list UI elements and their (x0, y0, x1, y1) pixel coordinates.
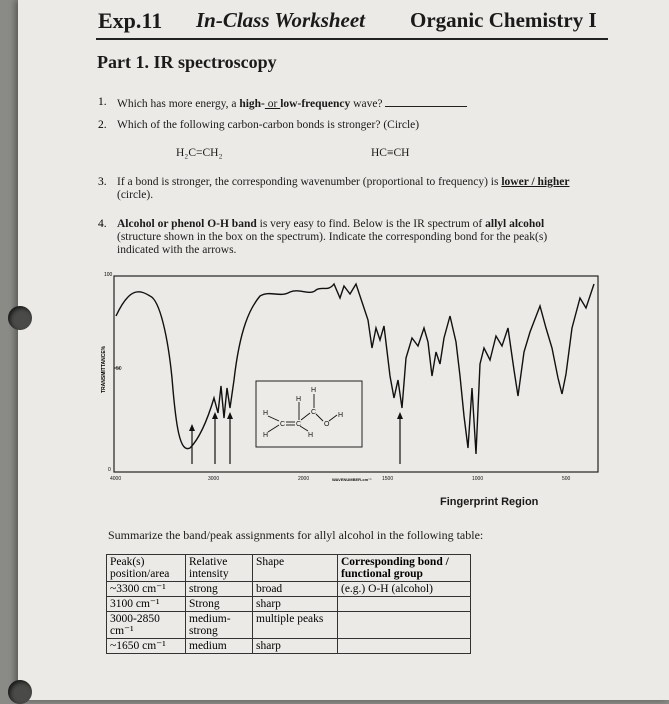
header-rule (96, 38, 608, 40)
atom-h: H (296, 396, 301, 403)
atom-h: H (263, 410, 268, 417)
table-cell: (e.g.) O-H (alcohol) (337, 581, 471, 597)
q3-text: If a bond is stronger, the corresponding… (117, 176, 607, 202)
table-row: ~1650 cm⁻¹ medium sharp (106, 638, 471, 654)
binder-hole (8, 680, 32, 704)
table-cell: sharp (252, 638, 338, 654)
q2-option-ethene[interactable]: H₂C=CH₂ (176, 147, 223, 159)
q3-line1: If a bond is stronger, the corresponding… (117, 176, 502, 188)
answer-cell[interactable] (337, 596, 471, 612)
q4-number: 4. (98, 218, 107, 230)
assignment-table: Peak(s) position/area Relative intensity… (106, 554, 471, 654)
x-tick-1500: 1500 (382, 476, 393, 482)
x-tick-2000: 2000 (298, 476, 309, 482)
atom-h: H (263, 432, 268, 439)
q1-low: low-frequency (280, 98, 351, 110)
x-tick-4000: 4000 (110, 476, 121, 482)
q1-text: Which has more energy, a high- or low-fr… (117, 96, 468, 111)
y-tick-50: 50 (116, 366, 122, 372)
peak-arrow-head (227, 412, 233, 419)
q4-allyl: allyl alcohol (485, 218, 545, 230)
table-cell: 3000-2850 cm⁻¹ (106, 611, 186, 639)
q3-line2: (circle). (117, 189, 154, 201)
table-row: ~3300 cm⁻¹ strong broad (e.g.) O-H (alco… (106, 581, 471, 597)
atom-c: C (296, 421, 301, 428)
q3-choice[interactable]: lower / higher (501, 176, 570, 188)
q4-line2: (structure shown in the box on the spect… (117, 231, 548, 243)
y-axis-label: TRANSMITTANCE% (101, 345, 107, 393)
q1-high: high- (239, 98, 265, 110)
q1-text-before: Which has more energy, a (117, 98, 240, 110)
q1-answer-blank[interactable] (385, 96, 468, 107)
spectrum-trace (115, 282, 595, 455)
header-cell: Relative intensity (185, 554, 253, 582)
q2-number: 2. (98, 119, 107, 131)
course-name: Organic Chemistry I (410, 8, 597, 32)
table-cell: strong (185, 581, 253, 597)
table-header-row: Peak(s) position/area Relative intensity… (106, 554, 471, 582)
table-cell: ~3300 cm⁻¹ (106, 581, 186, 597)
table-cell: broad (252, 581, 338, 597)
q1-number: 1. (98, 96, 107, 108)
header-cell: Corresponding bond / functional group (337, 554, 471, 582)
q4-text: Alcohol or phenol O-H band is very easy … (117, 218, 607, 257)
atom-o: O (324, 421, 330, 428)
ir-spectrum: 100 50 0 TRANSMITTANCE% H H H H H C C C … (101, 272, 599, 482)
q4-line1: is very easy to find. Below is the IR sp… (256, 218, 486, 230)
atom-h: H (311, 387, 316, 394)
spectrum-frame (113, 275, 599, 473)
part-title: Part 1. IR spectroscopy (97, 52, 277, 72)
q1-text-after: wave? (350, 98, 383, 110)
table-row: 3000-2850 cm⁻¹ medium-strong multiple pe… (106, 611, 471, 639)
q1-or: or (264, 98, 281, 110)
peak-arrow-head (397, 412, 403, 419)
q2-option-ethyne[interactable]: HC≡CH (371, 147, 410, 159)
q2-text: Which of the following carbon-carbon bon… (117, 119, 420, 131)
answer-cell[interactable] (337, 638, 471, 654)
structure-bonds (267, 394, 338, 433)
y-tick-0: 0 (108, 467, 111, 473)
peak-arrow-head (189, 424, 195, 431)
table-cell: multiple peaks (252, 611, 338, 639)
q4-line3: indicated with the arrows. (117, 244, 237, 256)
x-tick-3000: 3000 (208, 476, 219, 482)
y-tick-100: 100 (104, 272, 113, 278)
experiment-number: Exp.11 (98, 8, 163, 33)
x-axis-label: WAVENUMBER-cm⁻¹ (332, 477, 372, 482)
table-cell: medium-strong (185, 611, 253, 639)
atom-h: H (308, 432, 313, 439)
table-cell: Strong (185, 596, 253, 612)
atom-h: H (338, 412, 343, 419)
atom-c: C (311, 409, 316, 416)
x-tick-500: 500 (562, 476, 571, 482)
table-cell: sharp (252, 596, 338, 612)
atom-c: C (280, 421, 285, 428)
header-cell: Shape (252, 554, 338, 582)
binder-hole (8, 306, 32, 330)
q4-bold-lead: Alcohol or phenol O-H band (117, 218, 257, 230)
table-cell: medium (185, 638, 253, 654)
table-cell: ~1650 cm⁻¹ (106, 638, 186, 654)
table-row: 3100 cm⁻¹ Strong sharp (106, 596, 471, 612)
header-cell: Peak(s) position/area (106, 554, 186, 582)
q3-number: 3. (98, 176, 107, 188)
table-cell: 3100 cm⁻¹ (106, 596, 186, 612)
answer-cell[interactable] (337, 611, 471, 639)
summary-instruction: Summarize the band/peak assignments for … (108, 528, 484, 542)
worksheet-title: In-Class Worksheet (196, 8, 366, 32)
fingerprint-caption: Fingerprint Region (440, 496, 539, 508)
peak-arrow-head (212, 412, 218, 419)
x-tick-1000: 1000 (472, 476, 483, 482)
